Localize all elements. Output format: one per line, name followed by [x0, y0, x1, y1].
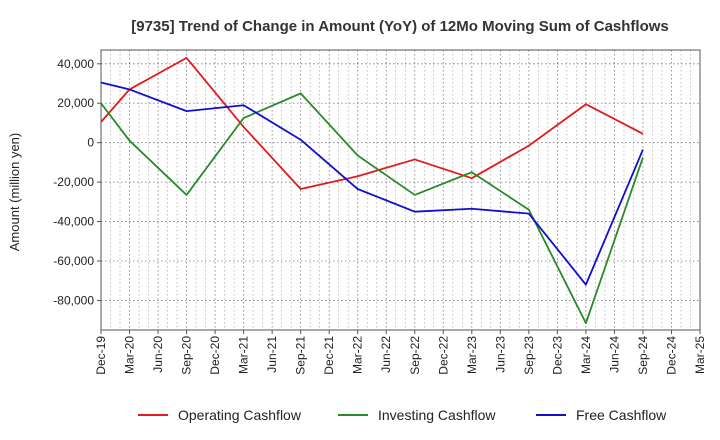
x-tick-label: Dec-20 — [208, 336, 222, 375]
legend-item-free-cashflow: Free Cashflow — [536, 407, 667, 423]
investing-cashflow-line — [100, 92, 644, 325]
x-tick-label: Mar-20 — [123, 336, 137, 374]
operating-cashflow-line — [100, 56, 644, 190]
x-tick-label: Dec-19 — [94, 336, 108, 375]
x-tick-label: Jun-22 — [379, 336, 393, 373]
x-tick-label: Mar-22 — [351, 336, 365, 374]
free-cashflow-line — [100, 81, 644, 286]
x-tick-label: Sep-20 — [180, 336, 194, 375]
x-tick-label: Sep-24 — [636, 336, 650, 375]
x-tick-label: Dec-22 — [436, 336, 450, 375]
plot-frame — [100, 49, 701, 331]
grid — [100, 50, 701, 330]
legend-label: Free Cashflow — [576, 407, 667, 423]
series-lines — [100, 56, 644, 325]
legend-label: Investing Cashflow — [378, 407, 496, 423]
x-tick-label: Jun-21 — [265, 336, 279, 373]
legend-label: Operating Cashflow — [178, 407, 302, 423]
legend: Operating Cashflow Investing Cashflow Free… — [138, 407, 667, 423]
x-tick-label: Dec-21 — [322, 336, 336, 375]
x-tick-label: Dec-24 — [664, 336, 678, 375]
y-tick-label: -20,000 — [53, 175, 94, 189]
x-tick-label: Jun-24 — [607, 336, 621, 373]
x-tick-label: Dec-23 — [550, 336, 564, 375]
y-axis-label: Amount (million yen) — [7, 133, 22, 252]
x-tick-label: Mar-23 — [465, 336, 479, 374]
legend-item-investing-cashflow: Investing Cashflow — [338, 407, 496, 423]
axes: 40,000 20,000 0 -20,000 -40,000 -60,000 -80,00… — [53, 49, 707, 375]
x-tick-label: Mar-21 — [237, 336, 251, 374]
x-tick-label: Sep-22 — [408, 336, 422, 375]
x-tick-label: Sep-21 — [294, 336, 308, 375]
y-tick-label: 20,000 — [57, 96, 94, 110]
y-tick-label: 40,000 — [57, 57, 94, 71]
x-tick-label: Jun-20 — [151, 336, 165, 373]
x-tick-label: Jun-23 — [493, 336, 507, 373]
chart-title: [9735] Trend of Change in Amount (YoY) o… — [131, 18, 669, 35]
x-tick-label: Sep-23 — [522, 336, 536, 375]
y-tick-label: -40,000 — [53, 215, 94, 229]
y-tick-label: -80,000 — [53, 293, 94, 307]
legend-item-operating-cashflow: Operating Cashflow — [138, 407, 302, 423]
y-tick-label: -60,000 — [53, 254, 94, 268]
y-tick-label: 0 — [87, 136, 94, 150]
x-tick-label: Mar-25 — [693, 336, 707, 374]
x-tick-label: Mar-24 — [579, 336, 593, 374]
